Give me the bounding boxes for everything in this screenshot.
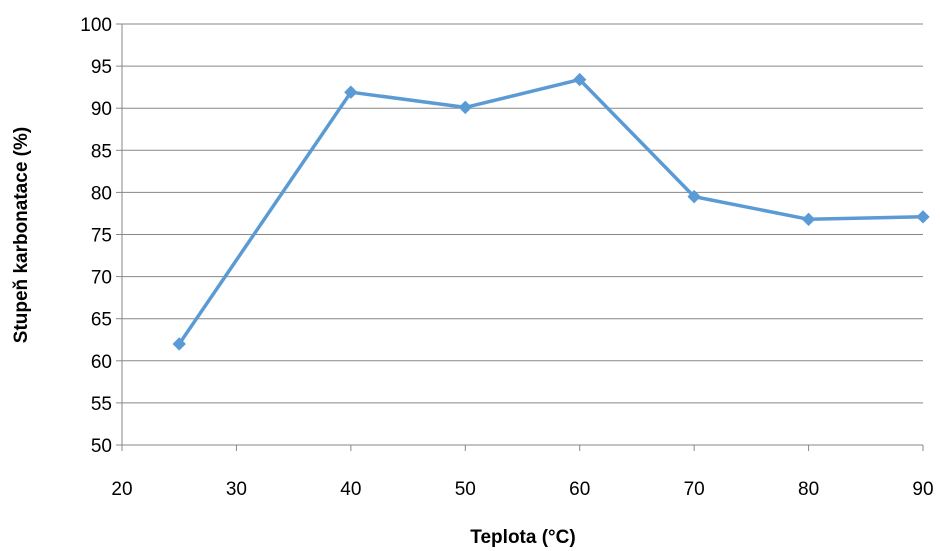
data-point-marker bbox=[801, 212, 816, 227]
axes bbox=[116, 23, 924, 451]
x-tick-label: 80 bbox=[798, 479, 819, 500]
data-point-marker bbox=[573, 72, 587, 87]
grid-lines bbox=[122, 23, 923, 404]
x-tick-label: 90 bbox=[912, 479, 933, 500]
data-point-marker bbox=[687, 189, 701, 204]
y-tick-label: 90 bbox=[91, 99, 112, 120]
y-tick-label: 80 bbox=[91, 183, 112, 204]
y-tick-label: 85 bbox=[91, 141, 112, 162]
x-axis-title: Teplota (°C) bbox=[470, 527, 575, 548]
y-tick-label: 60 bbox=[91, 352, 112, 373]
y-tick-label: 50 bbox=[91, 436, 112, 457]
y-tick-label: 75 bbox=[91, 226, 112, 247]
x-tick-label: 20 bbox=[111, 479, 132, 500]
x-tick-label: 30 bbox=[226, 479, 247, 500]
y-tick-label: 55 bbox=[91, 394, 112, 415]
data-series bbox=[172, 72, 930, 351]
data-point-marker bbox=[172, 337, 186, 351]
y-tick-labels: 50 55 60 65 70 75 80 85 90 95 100 bbox=[80, 15, 112, 457]
y-tick-label: 95 bbox=[91, 57, 112, 78]
x-tick-label: 50 bbox=[455, 479, 476, 500]
series-line bbox=[177, 77, 924, 345]
data-point-marker bbox=[458, 100, 472, 115]
x-tick-label: 70 bbox=[684, 479, 705, 500]
x-tick-label: 60 bbox=[569, 479, 590, 500]
y-tick-label: 70 bbox=[91, 268, 112, 289]
data-point-marker bbox=[344, 85, 358, 99]
x-tick-label: 40 bbox=[340, 479, 361, 500]
data-point-marker bbox=[916, 210, 930, 224]
y-tick-label: 100 bbox=[80, 15, 112, 36]
y-tick-label: 65 bbox=[91, 310, 112, 331]
x-tick-labels: 20 30 40 50 60 70 80 90 bbox=[111, 479, 933, 500]
y-axis-title: Stupeň karbonatace (%) bbox=[11, 127, 32, 343]
